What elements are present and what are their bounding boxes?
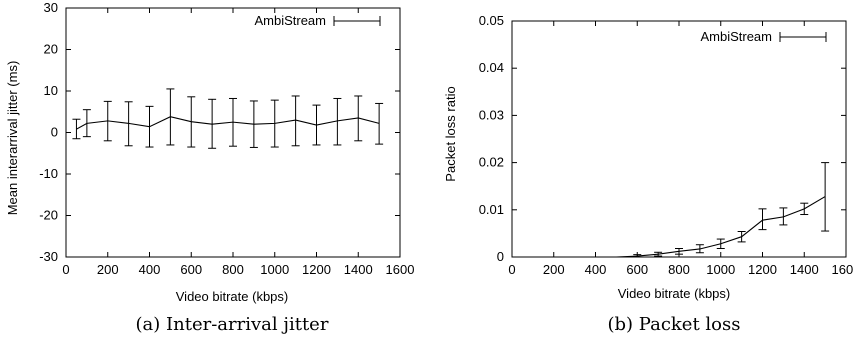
error-bar — [333, 97, 342, 146]
legend: AmbiStream — [254, 13, 381, 28]
series-line — [522, 196, 826, 258]
caption-loss: (b) Packet loss — [608, 314, 741, 335]
chart-packet-loss: Packet loss ratio Video bitrate (kbps) (… — [443, 13, 853, 335]
error-bar — [249, 100, 258, 148]
error-bar — [187, 96, 196, 148]
error-bar — [82, 109, 91, 138]
y-tick-label: 0.01 — [479, 202, 504, 217]
error-bar — [354, 95, 363, 142]
error-bar — [375, 102, 384, 145]
error-bar — [72, 118, 81, 140]
y-tick-label: -20 — [39, 208, 58, 223]
x-tick-label: 1000 — [260, 262, 289, 277]
y-axis-label-loss: Packet loss ratio — [443, 86, 458, 181]
error-bar — [229, 97, 237, 147]
x-tick-label: 200 — [97, 262, 119, 277]
x-tick-label: 800 — [222, 262, 244, 277]
x-tick-label: 200 — [543, 262, 565, 277]
error-bar — [145, 105, 154, 148]
x-tick-label: 1400 — [790, 262, 819, 277]
y-tick-label: 30 — [44, 0, 58, 15]
x-tick-label: 1400 — [344, 262, 373, 277]
error-bar — [695, 244, 704, 254]
error-bar — [166, 88, 175, 146]
error-bar — [270, 99, 279, 148]
error-bar — [716, 238, 725, 250]
y-tick-label: 0.02 — [479, 155, 504, 170]
error-bar — [758, 208, 767, 231]
error-bar — [291, 95, 300, 147]
legend-label: AmbiStream — [254, 13, 326, 28]
y-tick-label: 0.04 — [479, 60, 504, 75]
x-tick-label: 1000 — [706, 262, 735, 277]
legend: AmbiStream — [700, 29, 827, 44]
y-tick-label: -10 — [39, 166, 58, 181]
x-tick-label: 400 — [139, 262, 161, 277]
error-bar — [800, 202, 809, 216]
error-bar — [654, 251, 663, 257]
x-axis-label-jitter: Video bitrate (kbps) — [176, 289, 289, 304]
y-tick-label: 0 — [497, 249, 504, 264]
legend-label: AmbiStream — [700, 29, 772, 44]
error-bar — [124, 101, 133, 147]
chart-inter-arrival-jitter: Mean interarrival jitter (ms) Video bitr… — [5, 0, 414, 335]
error-bar — [633, 254, 642, 258]
error-bar — [821, 162, 830, 232]
error-bar — [737, 231, 746, 243]
x-tick-label: 0 — [508, 262, 515, 277]
error-bar — [208, 98, 217, 149]
x-tick-label: 400 — [585, 262, 607, 277]
y-tick-label: 0.03 — [479, 107, 504, 122]
caption-jitter: (a) Inter-arrival jitter — [136, 314, 329, 335]
error-bar — [779, 207, 788, 226]
x-tick-label: 0 — [62, 262, 69, 277]
x-tick-label: 1200 — [748, 262, 777, 277]
error-bar — [312, 104, 321, 146]
x-tick-label: 600 — [180, 262, 202, 277]
y-tick-label: 10 — [44, 83, 58, 98]
x-tick-label: 600 — [626, 262, 648, 277]
y-tick-label: 0.05 — [479, 13, 504, 28]
y-axis-label-jitter: Mean interarrival jitter (ms) — [5, 61, 20, 216]
x-tick-label: 800 — [668, 262, 690, 277]
x-tick-label: 1600 — [386, 262, 415, 277]
error-bar — [103, 100, 112, 142]
x-axis-label-loss: Video bitrate (kbps) — [618, 286, 731, 301]
plot-frame — [511, 20, 847, 258]
error-bar — [675, 248, 683, 255]
y-tick-label: -30 — [39, 249, 58, 264]
x-tick-label: 1200 — [302, 262, 331, 277]
y-tick-label: 0 — [51, 125, 58, 140]
series-line — [76, 116, 380, 130]
y-tick-label: 20 — [44, 42, 58, 57]
x-tick-label: 1600 — [832, 262, 853, 277]
